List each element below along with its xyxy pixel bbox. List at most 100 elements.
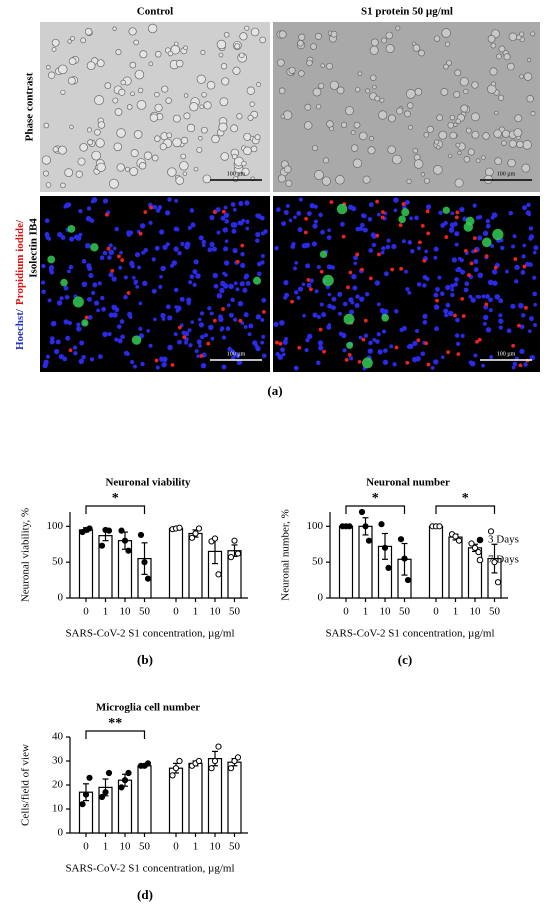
nucleus <box>313 219 319 224</box>
nucleus <box>44 232 50 237</box>
dead-cell <box>375 233 380 238</box>
cell <box>320 63 326 68</box>
nucleus <box>447 310 454 317</box>
nucleus <box>187 225 192 230</box>
cell <box>175 176 185 185</box>
legend-marker <box>476 536 484 544</box>
nucleus <box>455 268 459 272</box>
cell <box>367 146 376 155</box>
nucleus <box>160 265 166 272</box>
cell <box>465 127 472 134</box>
nucleus <box>223 212 230 218</box>
data-point <box>79 801 86 808</box>
nucleus <box>190 320 195 324</box>
chart-title: Neuronal number <box>366 477 450 489</box>
dead-cell <box>363 318 368 323</box>
nucleus <box>139 223 146 229</box>
bar <box>467 547 483 599</box>
cell <box>326 62 333 70</box>
cell <box>77 157 86 166</box>
significance-label: * <box>112 491 119 506</box>
microglia <box>481 237 492 248</box>
nucleus <box>127 311 133 317</box>
nucleus <box>297 286 304 292</box>
nucleus <box>514 279 519 284</box>
nucleus <box>317 340 324 346</box>
nucleus <box>327 323 332 327</box>
dead-cell <box>347 353 352 357</box>
data-point <box>455 537 463 544</box>
nucleus <box>477 272 484 279</box>
cell <box>43 170 49 177</box>
x-tick-label: 50 <box>399 606 411 618</box>
nucleus <box>359 222 365 228</box>
nucleus <box>348 309 355 315</box>
cell <box>202 174 212 184</box>
cell <box>521 163 531 173</box>
cell <box>220 63 228 70</box>
nucleus <box>451 257 457 263</box>
microglia <box>60 278 68 287</box>
nucleus <box>488 308 493 313</box>
nucleus <box>177 250 182 256</box>
data-point <box>358 508 366 516</box>
nucleus <box>151 288 157 294</box>
cell <box>350 144 359 152</box>
nucleus <box>90 199 95 204</box>
y-tick-label: 10 <box>52 803 64 815</box>
cell <box>426 125 434 133</box>
nucleus <box>164 210 171 216</box>
cell <box>508 32 518 42</box>
nucleus <box>199 311 205 316</box>
cell <box>330 30 338 38</box>
y-tick-label: 0 <box>58 827 64 839</box>
nucleus <box>488 297 493 303</box>
cell <box>180 136 189 145</box>
cell <box>223 31 230 38</box>
nucleus <box>311 241 317 247</box>
nucleus <box>380 250 385 255</box>
data-point <box>227 765 235 772</box>
cell <box>329 80 339 90</box>
dead-cell <box>424 341 428 346</box>
cell <box>239 32 248 41</box>
cell <box>198 135 203 141</box>
cell <box>183 93 189 98</box>
cell <box>51 47 57 52</box>
significance-label: ** <box>108 716 122 731</box>
cell <box>116 128 126 138</box>
nucleus <box>233 351 239 357</box>
chart-title: Microglia cell number <box>96 702 200 714</box>
nucleus <box>393 208 398 213</box>
cell <box>114 108 123 116</box>
legend-label: 7 Days <box>488 554 519 566</box>
cell <box>454 69 462 77</box>
nucleus <box>532 275 537 280</box>
data-point <box>192 530 199 537</box>
nucleus <box>175 309 180 313</box>
x-tick-label: 0 <box>343 606 349 618</box>
nucleus <box>201 243 206 248</box>
nucleus <box>167 344 173 351</box>
cell <box>369 45 379 55</box>
dead-cell <box>456 352 461 356</box>
cell <box>494 110 499 116</box>
nucleus <box>186 297 192 303</box>
nucleus <box>371 233 377 239</box>
dead-cell <box>117 254 121 259</box>
cell <box>249 101 255 107</box>
data-point <box>215 571 222 578</box>
cell <box>118 88 126 96</box>
panel-label: (b) <box>137 652 153 667</box>
data-point <box>471 544 479 551</box>
x-axis-label: SARS-CoV-2 S1 concentration, µg/ml <box>65 628 234 640</box>
cell <box>487 35 496 43</box>
nucleus <box>260 253 265 258</box>
x-tick-label: 1 <box>103 606 109 618</box>
nucleus <box>140 361 145 367</box>
microglia <box>362 357 373 369</box>
nucleus <box>192 269 198 275</box>
dead-cell <box>297 345 302 350</box>
nucleus <box>312 223 318 229</box>
nucleus <box>78 232 83 237</box>
